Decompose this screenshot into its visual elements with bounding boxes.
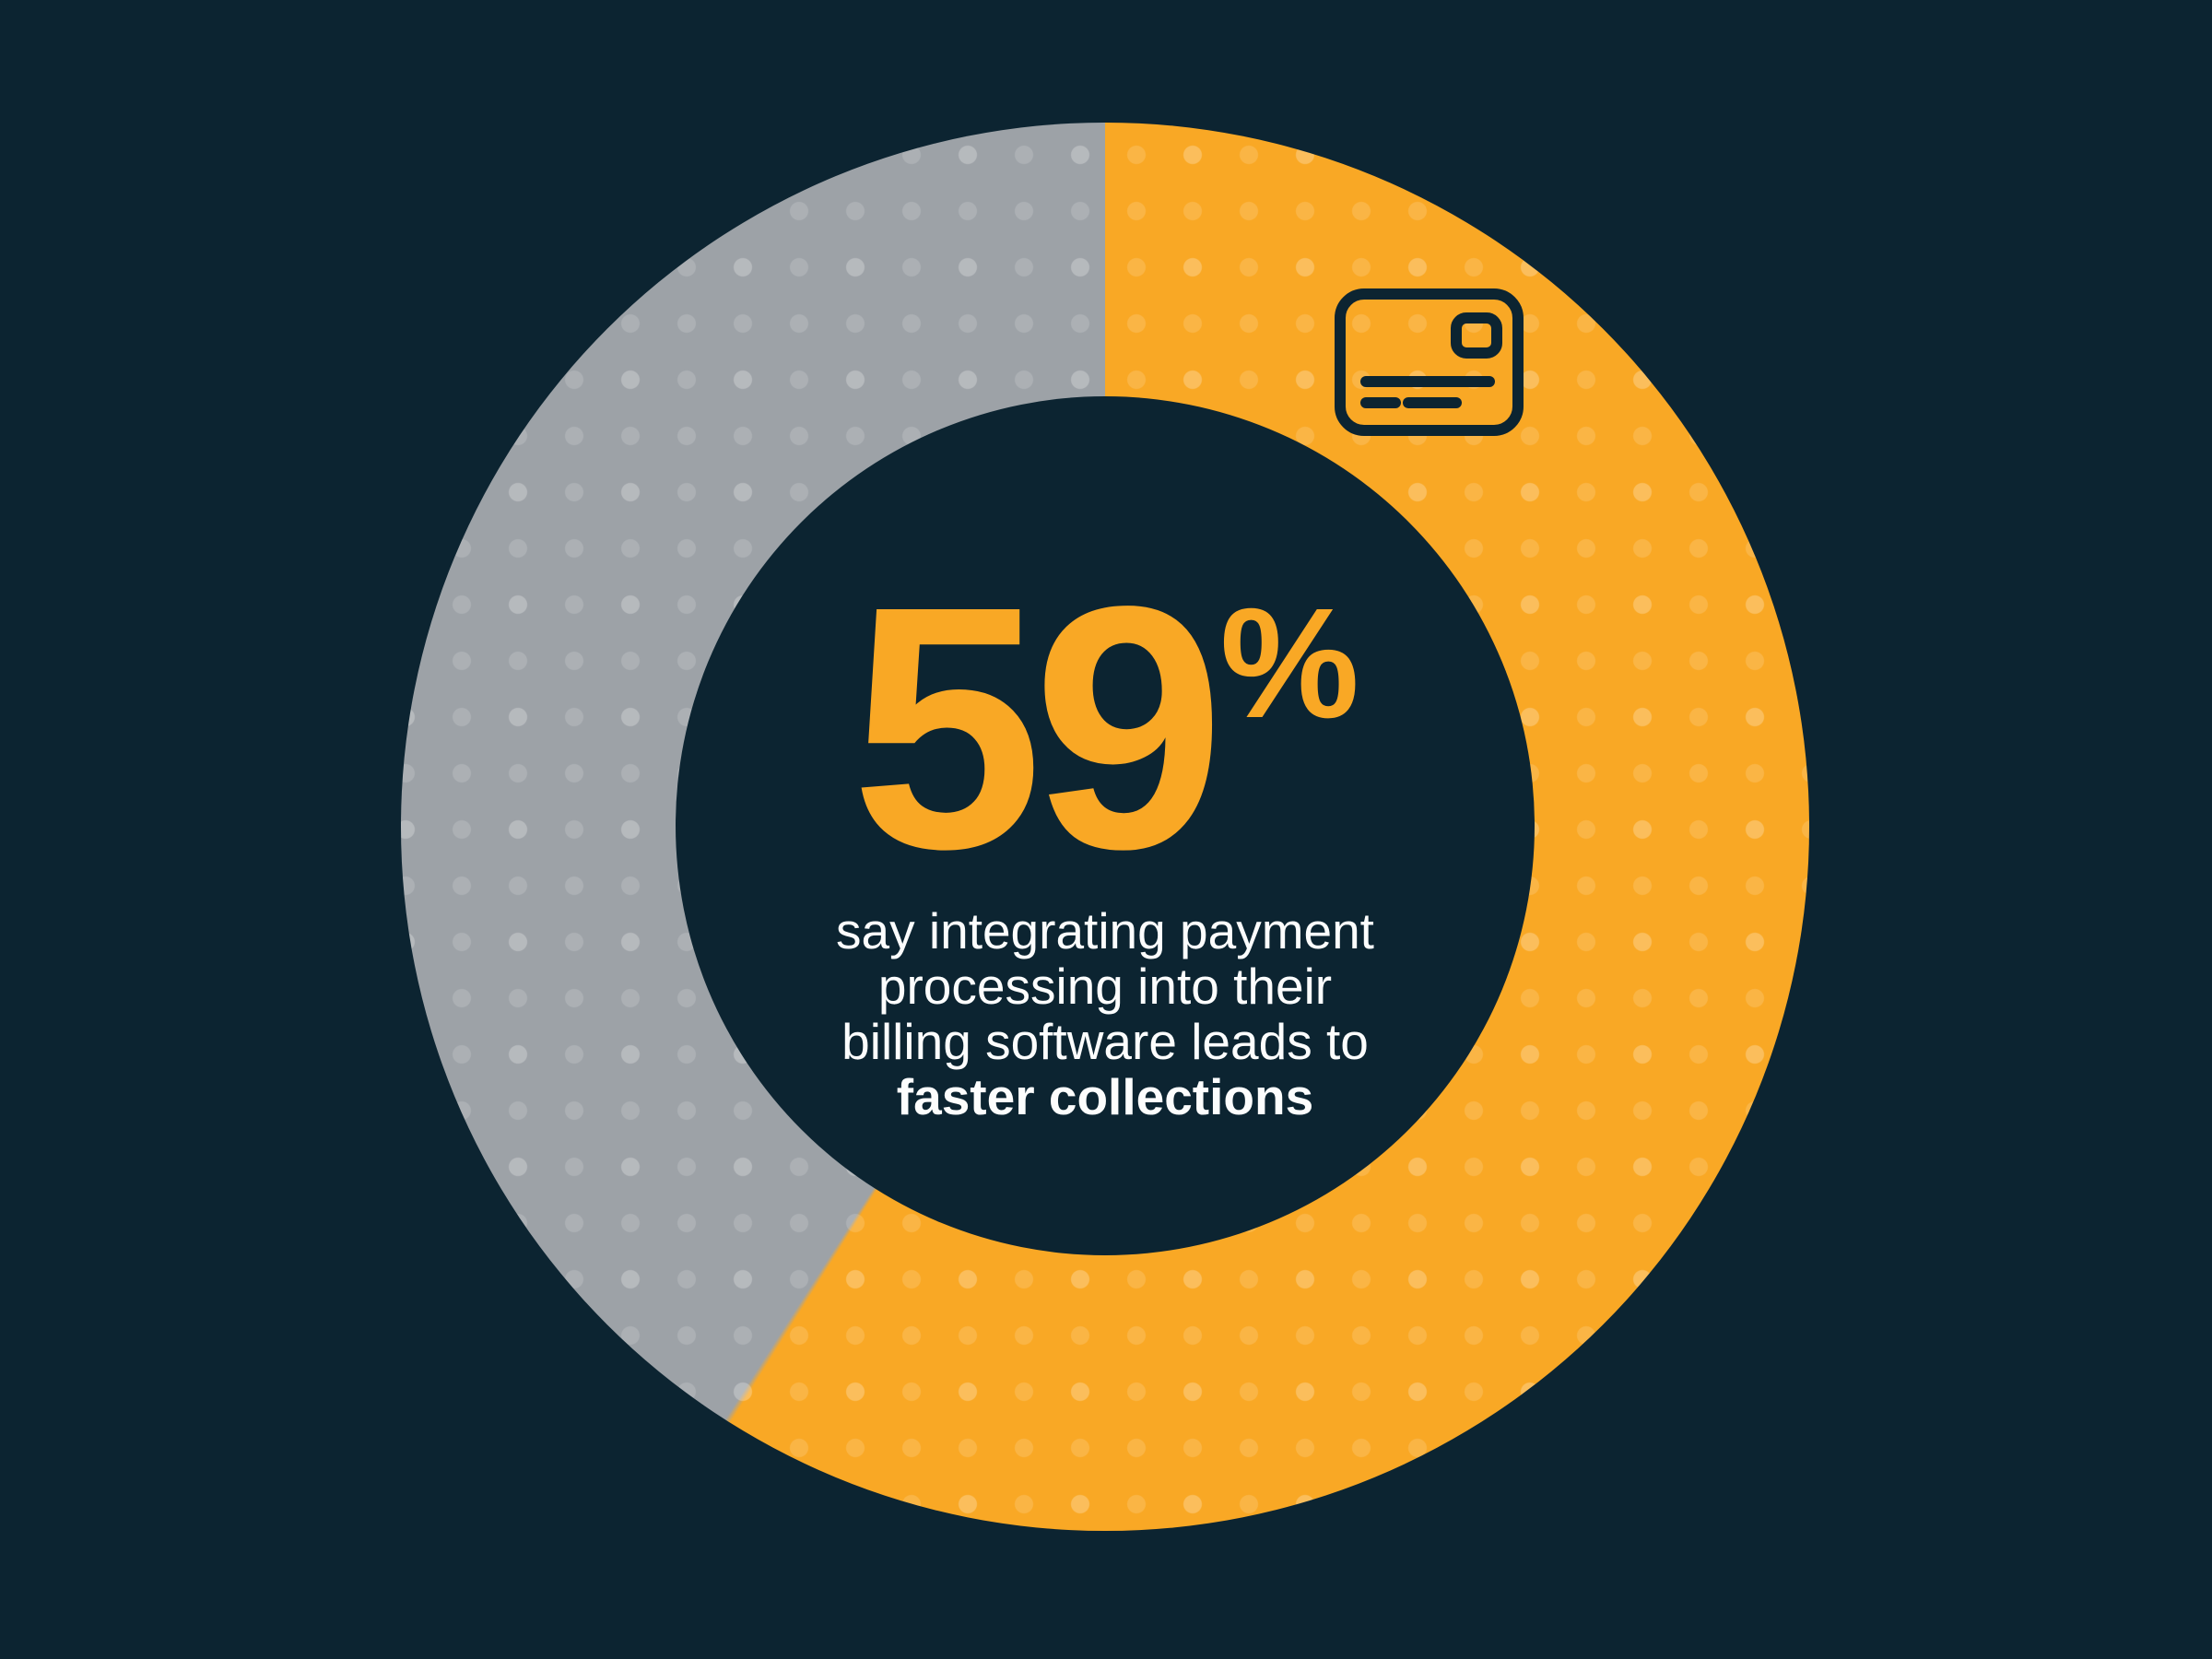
stat-value: 59% — [676, 556, 1535, 901]
statement-text: say integrating payment processing into … — [836, 902, 1374, 1070]
statement-bold-text: faster collections — [896, 1068, 1314, 1125]
stat-number: 59 — [851, 535, 1225, 921]
stat-caption: say integrating payment processing into … — [746, 903, 1465, 1124]
card-chip — [1451, 312, 1502, 359]
donut-center: 59% say integrating payment processing i… — [676, 396, 1535, 1255]
credit-card-icon — [1335, 288, 1524, 436]
card-outline — [1335, 288, 1524, 436]
percent-sign: % — [1219, 576, 1359, 751]
